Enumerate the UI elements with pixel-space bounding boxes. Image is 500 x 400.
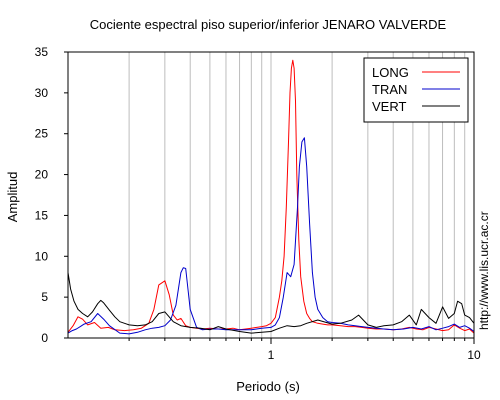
- legend: LONG TRAN VERT: [363, 57, 469, 123]
- x-tick-label: 1: [268, 348, 275, 362]
- legend-label-tran: TRAN: [372, 82, 407, 97]
- y-tick-label: 30: [35, 86, 49, 100]
- series-lines: [68, 59, 474, 335]
- series-line-tran: [68, 137, 474, 335]
- y-tick-label: 0: [41, 331, 48, 345]
- y-axis-ticks: 0 5 10 15 20 25 30 35: [35, 45, 68, 345]
- y-tick-label: 15: [35, 208, 49, 222]
- website-credit: http://www.lis.ucr.ac.cr: [477, 211, 491, 330]
- y-tick-label: 25: [35, 127, 49, 141]
- x-tick-label: 10: [467, 348, 481, 362]
- y-tick-label: 10: [35, 249, 49, 263]
- y-tick-label: 5: [41, 290, 48, 304]
- y-tick-label: 20: [35, 168, 49, 182]
- chart-title: Cociente espectral piso superior/inferio…: [90, 17, 447, 32]
- series-line-vert: [68, 272, 474, 334]
- x-axis-ticks: 1 10: [128, 338, 481, 362]
- legend-label-vert: VERT: [372, 99, 406, 114]
- y-tick-label: 35: [35, 45, 49, 59]
- x-axis-label: Periodo (s): [236, 379, 300, 394]
- legend-box: [363, 57, 469, 123]
- y-axis-label: Amplitud: [5, 172, 20, 223]
- legend-label-long: LONG: [372, 65, 409, 80]
